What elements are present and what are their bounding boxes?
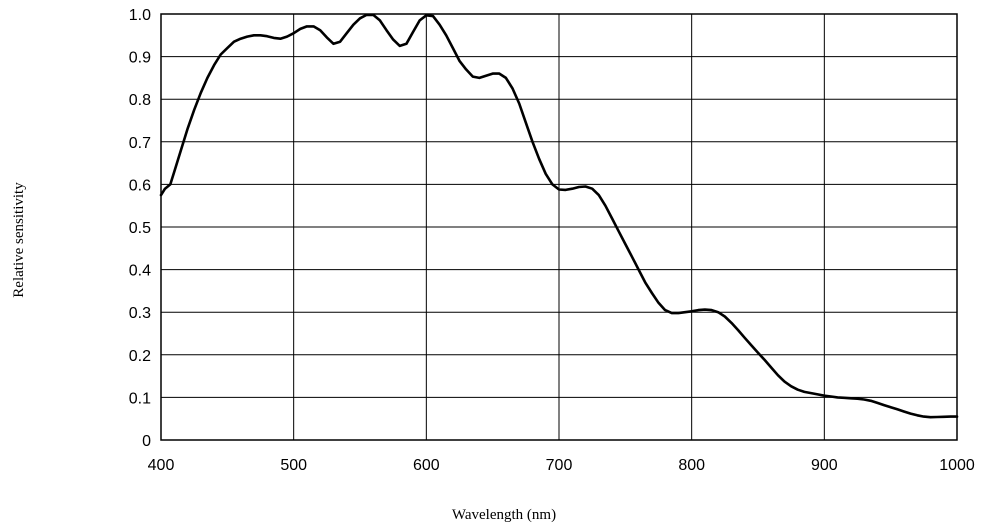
plot-frame [160,13,958,441]
y-tick-label: 0 [142,433,151,450]
x-tick-labels: 400 500 600 700 800 900 1000 [148,457,975,474]
y-tick-label: 0.9 [129,50,151,67]
y-tick-label: 0.6 [129,177,151,194]
y-tick-label: 0.2 [129,348,151,365]
y-tick-label: 0.5 [129,220,151,237]
x-tick-label: 1000 [939,457,975,474]
x-tick-label: 400 [148,457,175,474]
x-tick-label: 800 [678,457,705,474]
x-tick-label: 500 [280,457,307,474]
sensitivity-curve [159,13,959,419]
y-axis-title: Relative sensitivity [11,182,27,298]
y-tick-label: 1.0 [129,7,151,24]
x-tick-label: 700 [546,457,573,474]
y-tick-label: 0.4 [129,263,151,280]
y-tick-labels: 0 0.1 0.2 0.3 0.4 0.5 0.6 0.7 0.8 0.9 1.0 [129,7,151,450]
x-tick-label: 900 [811,457,838,474]
x-tick-label: 600 [413,457,440,474]
y-tick-label: 0.8 [129,92,151,109]
x-axis-title: Wavelength (nm) [452,507,556,523]
y-tick-label: 0.1 [129,390,151,407]
y-tick-label: 0.3 [129,305,151,322]
y-tick-label: 0.7 [129,135,151,152]
